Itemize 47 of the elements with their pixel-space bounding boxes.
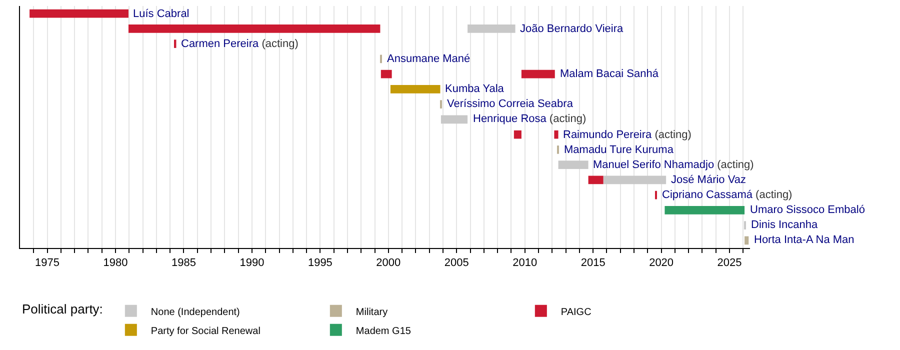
bar (514, 130, 522, 139)
y-tick-label: Manuel Serifo Nhamadjo (acting) (593, 159, 754, 171)
y-tick-label: Cipriano Cassamá (acting) (662, 189, 792, 201)
bar (390, 85, 440, 94)
bar (603, 176, 666, 184)
y-tick-label: Mamadu Ture Kuruma (564, 144, 674, 156)
y-tick-label: Kumba Yala (445, 83, 505, 95)
bar (468, 24, 516, 33)
x-tick-label: 2020 (649, 257, 674, 270)
bar (554, 130, 558, 139)
y-tick-label: Veríssimo Correia Seabra (447, 98, 574, 110)
bar (440, 115, 468, 124)
bar (30, 9, 128, 18)
legend-label: Madem G15 (356, 326, 412, 337)
legend-label: Military (356, 306, 388, 318)
x-tick-label: 2010 (512, 257, 538, 270)
x-tick-label: 2000 (376, 257, 401, 270)
bar (588, 176, 604, 184)
bar (558, 160, 588, 169)
legend-label: PAIGC (560, 306, 592, 318)
legend-label: None (Independent) (150, 306, 240, 318)
x-tick-label: 2005 (444, 257, 469, 270)
bar (664, 206, 745, 214)
x-tick-label: 2025 (717, 257, 742, 270)
y-tick-label: Luís Cabral (133, 8, 190, 20)
bar (744, 236, 749, 245)
legend-title: Political party: (22, 301, 103, 316)
bar (521, 70, 555, 78)
x-tick-label: 1980 (103, 257, 128, 270)
y-tick-label: Umaro Sissoco Embaló (750, 204, 865, 216)
y-tick-label: Dinis Incanha (751, 219, 819, 231)
x-tick-label: 1990 (240, 257, 264, 270)
y-tick-label: Henrique Rosa (acting) (473, 113, 586, 125)
y-tick-label: Carmen Pereira (acting) (181, 38, 298, 50)
y-tick-label: José Mário Vaz (671, 174, 746, 186)
x-tick-label: 2015 (580, 257, 606, 270)
y-tick-label: Raimundo Pereira (acting) (563, 129, 692, 141)
legend-label: Party for Social Renewal (150, 326, 260, 337)
y-tick-label: Ansumane Mané (387, 53, 470, 65)
y-tick-label: Malam Bacai Sanhá (560, 68, 660, 80)
y-tick-label: João Bernardo Vieira (520, 23, 624, 35)
x-tick-label: 1985 (172, 257, 196, 270)
bar (380, 70, 392, 78)
bar (128, 24, 380, 33)
x-tick-label: 1975 (35, 257, 60, 270)
y-tick-label: Horta Inta-A Na Man (754, 234, 854, 246)
x-tick-label: 1995 (308, 257, 332, 270)
